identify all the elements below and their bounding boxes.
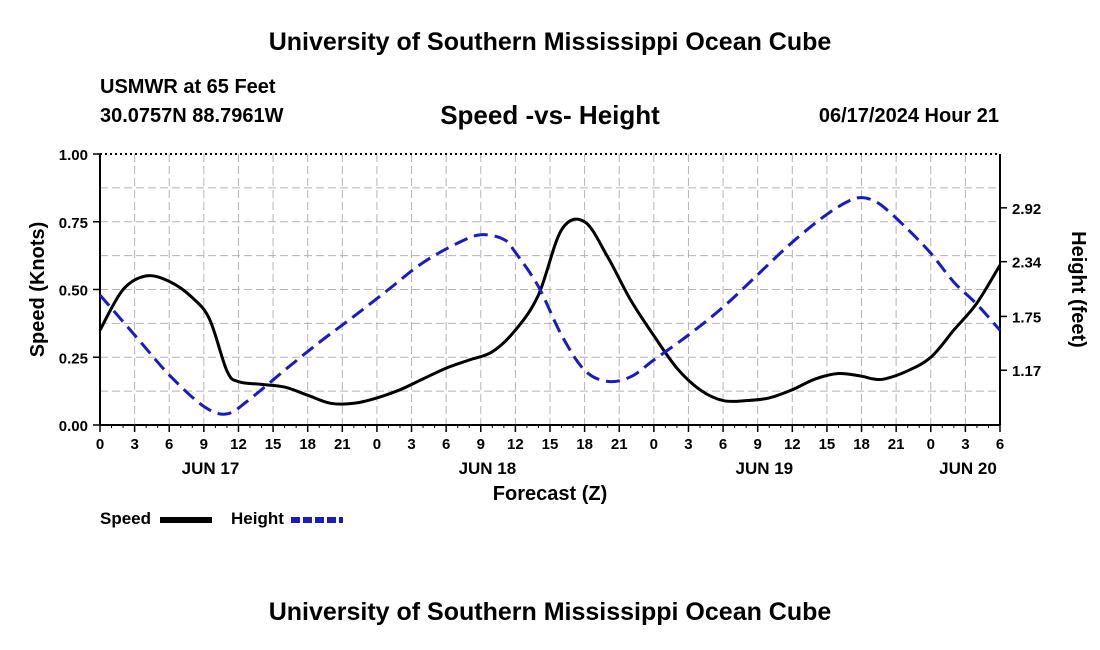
chart-subtitle: Speed -vs- Height <box>440 100 660 130</box>
x-tick-label: 12 <box>230 436 247 453</box>
y-tick-label: 1.00 <box>59 147 88 164</box>
x-tick-label: 0 <box>927 436 935 453</box>
x-tick-label: 3 <box>961 436 969 453</box>
station-coordinates: 30.0757N 88.7961W <box>100 105 284 127</box>
x-tick-label: 6 <box>719 436 727 453</box>
y-tick-label: 0.75 <box>59 215 88 232</box>
x-tick-label: 6 <box>442 436 450 453</box>
y-tick-label: 0.25 <box>59 350 88 367</box>
x-tick-label: 9 <box>477 436 485 453</box>
x-tick-label: 18 <box>576 436 593 453</box>
x-tick-label: 21 <box>334 436 351 453</box>
station-label: USMWR at 65 Feet <box>100 76 276 98</box>
y2-tick-label: 2.34 <box>1012 255 1042 272</box>
x-axis-title: Forecast (Z) <box>493 483 607 505</box>
legend-height-label: Height <box>231 509 284 528</box>
x-tick-label: 12 <box>784 436 801 453</box>
footer-title: University of Southern Mississippi Ocean… <box>268 598 832 626</box>
x-tick-label: 3 <box>407 436 415 453</box>
legend-speed-label: Speed <box>100 509 152 528</box>
x-tick-label: 9 <box>200 436 208 453</box>
x-tick-label: 18 <box>853 436 870 453</box>
y-tick-label: 0.00 <box>59 418 88 435</box>
x-tick-label: 21 <box>611 436 628 453</box>
x-tick-label: 0 <box>96 436 104 453</box>
x-tick-label: 0 <box>650 436 658 453</box>
x-tick-label: 15 <box>265 436 282 453</box>
y-tick-label: 0.50 <box>59 283 88 300</box>
x-tick-label: 15 <box>542 436 559 453</box>
y2-tick-label: 1.17 <box>1012 363 1041 380</box>
height-series-line <box>98 196 1002 416</box>
y2-tick-label: 1.75 <box>1012 309 1041 326</box>
y2-tick-label: 2.92 <box>1012 201 1041 218</box>
x-tick-label: 6 <box>165 436 173 453</box>
x-day-label: JUN 19 <box>735 459 793 478</box>
x-tick-label: 0 <box>373 436 381 453</box>
x-tick-label: 12 <box>507 436 524 453</box>
y2-axis-title: Height (feet) <box>1067 231 1089 348</box>
x-tick-label: 18 <box>299 436 316 453</box>
x-day-label: JUN 17 <box>182 459 240 478</box>
x-tick-label: 15 <box>819 436 836 453</box>
y-axis-title: Speed (Knots) <box>27 222 49 358</box>
forecast-datetime: 06/17/2024 Hour 21 <box>818 105 999 127</box>
page-title: University of Southern Mississippi Ocean… <box>268 28 832 56</box>
speed-series-line <box>98 217 1002 406</box>
x-tick-label: 3 <box>684 436 692 453</box>
x-day-label: JUN 20 <box>939 459 997 478</box>
x-tick-label: 21 <box>888 436 905 453</box>
x-day-label: JUN 18 <box>459 459 517 478</box>
x-tick-label: 6 <box>996 436 1004 453</box>
x-tick-label: 3 <box>130 436 138 453</box>
x-tick-label: 9 <box>754 436 762 453</box>
